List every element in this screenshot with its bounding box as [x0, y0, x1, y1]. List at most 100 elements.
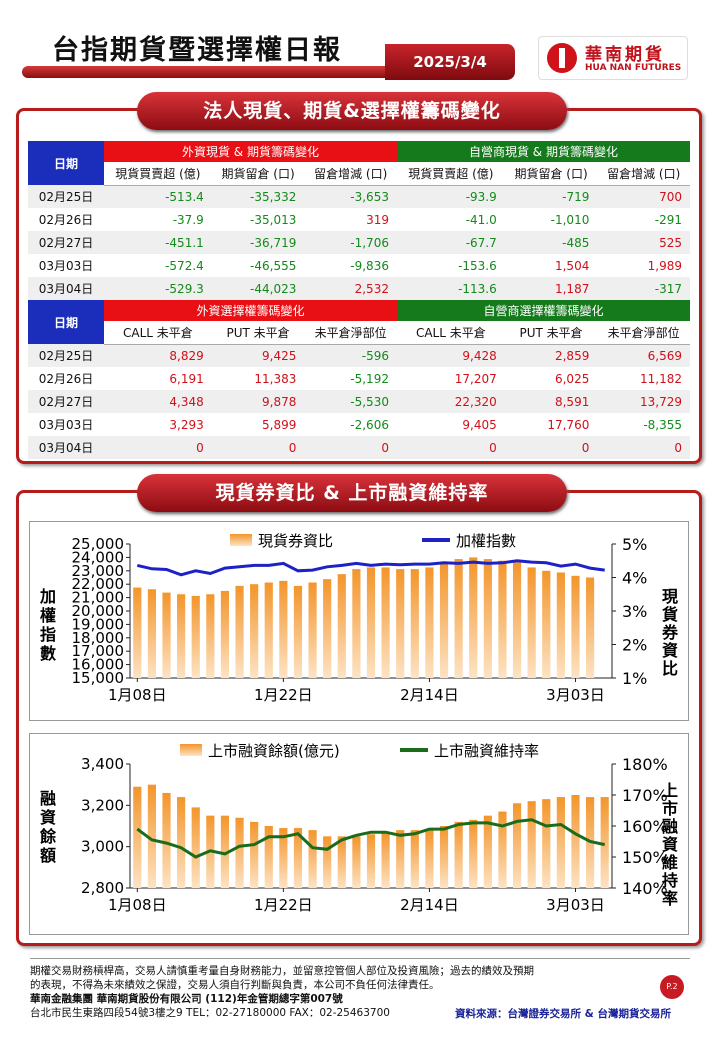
right-axis-title-char: 維 [662, 853, 678, 872]
right-tick-label: 140% [622, 879, 668, 898]
column-header: 現貨買賣超 (億) [104, 162, 212, 186]
bar [352, 836, 361, 888]
x-tick-label: 2月14日 [400, 896, 459, 914]
bar [498, 811, 507, 888]
table-cell: 319 [366, 212, 389, 227]
legend-bar-label: 現貨券資比 [258, 532, 333, 550]
table-cell: 9,405 [462, 417, 497, 432]
bar [308, 582, 317, 678]
right-axis-title-char: 資 [662, 641, 678, 660]
table-cell: 11,383 [254, 371, 297, 386]
right-tick-label: 4% [622, 569, 647, 588]
column-header: 留倉增減 (口) [304, 162, 397, 186]
disclaimer-line-2: 的表現，不得為未來績效之保證，交易人須自行判斷與負責，本公司不負任何法律責任。 [30, 979, 440, 991]
left-axis-title-char: 加 [39, 587, 56, 606]
bar [191, 595, 200, 678]
legend-line-label: 上市融資維持率 [434, 742, 539, 760]
bar [498, 560, 507, 678]
bar [162, 792, 171, 888]
bar [366, 834, 376, 888]
bar [293, 585, 303, 678]
margin-maintenance-chart-svg: 3,400 3,200 3,000 2,800 180% 170% 160% 150% 140%… [39, 742, 678, 914]
margin-balance-chart: 3,400 3,200 3,000 2,800 180% 170% 160% 150% 140%… [29, 733, 689, 935]
table-cell: 3,293 [169, 417, 204, 432]
right-tick-label: 3% [622, 602, 647, 621]
title-underline-bar [22, 66, 402, 78]
bar [264, 582, 273, 678]
left-tick-label: 16,000 [72, 656, 125, 674]
bar [439, 826, 449, 888]
right-axis-title-char: 市 [662, 799, 678, 818]
left-tick-label: 18,000 [72, 629, 125, 647]
left-tick-label: 20,000 [72, 602, 125, 620]
column-header: 未平倉淨部位 [304, 321, 397, 345]
column-header: 留倉增減 (口) [597, 162, 690, 186]
dealer-futures-header: 自營商現貨 & 期貨籌碼變化 [396, 141, 690, 162]
right-axis-title-char: 券 [661, 623, 679, 642]
table-cell: 13,729 [597, 390, 690, 413]
bar [133, 786, 142, 888]
series-line [136, 818, 606, 859]
left-tick-label: 23,000 [72, 562, 125, 580]
bar [483, 815, 492, 888]
bar [279, 580, 288, 678]
bar [454, 821, 463, 888]
table-cell: 1,187 [504, 277, 598, 300]
bar [571, 575, 580, 678]
table-cell: 0 [597, 436, 690, 459]
table-cell: -5,530 [304, 390, 397, 413]
bar [410, 569, 419, 678]
row-date: 02月25日 [28, 185, 104, 208]
company-logo: 華南期貨 HUA NAN FUTURES [538, 36, 688, 80]
left-tick-label: 15,000 [72, 669, 125, 687]
table-cell: 17,207 [454, 371, 497, 386]
bar [381, 832, 390, 888]
column-header: CALL 未平倉 [104, 321, 212, 345]
right-tick-label: 2% [622, 636, 647, 655]
table-row: 02月26日 6,191 11,383 -5,192 17,207 6,025 11,182 [28, 367, 690, 390]
table-cell: 8,829 [104, 344, 212, 367]
table-row: 03月03日 -572.4 -46,555 -9,836 -153.6 1,504 1,98… [28, 254, 690, 277]
table-cell: -719 [504, 185, 598, 208]
left-tick-label: 24,000 [72, 548, 125, 566]
left-axis-title-char: 融 [40, 789, 56, 808]
row-date: 03月04日 [28, 277, 104, 300]
bar [586, 577, 595, 678]
chips-panel: 日期 外資現貨 & 期貨籌碼變化 自營商現貨 & 期貨籌碼變化 現貨買賣超 (億… [16, 108, 702, 464]
bar [250, 821, 259, 888]
table-cell: -572.4 [165, 258, 204, 273]
table-cell: -485 [504, 231, 598, 254]
table-cell: -9,836 [350, 258, 389, 273]
bar [512, 803, 522, 888]
row-date: 02月26日 [38, 372, 94, 386]
column-header: PUT 未平倉 [211, 321, 305, 345]
right-axis-title-char: 持 [662, 871, 678, 890]
bar [323, 579, 332, 678]
left-tick-label: 2,800 [81, 879, 124, 897]
x-tick-label: 1月08日 [108, 896, 167, 914]
row-date: 02月27日 [28, 390, 104, 413]
bar [425, 567, 434, 678]
dealer-options-header: 自營商選擇權籌碼變化 [396, 300, 690, 321]
table-cell: -291 [654, 212, 682, 227]
row-date: 02月27日 [28, 231, 104, 254]
logo-name-en: HUA NAN FUTURES [585, 63, 682, 73]
table-cell: 0 [304, 436, 397, 459]
bar [162, 592, 171, 678]
column-header: 期貨留倉 (口) [211, 162, 305, 186]
table-cell: 0 [211, 436, 305, 459]
table-row: 02月25日 -513.4 -35,332 -3,653 -93.9 -719 700 [28, 185, 690, 208]
column-header: PUT 未平倉 [504, 321, 598, 345]
table-cell: -5,192 [350, 371, 389, 386]
table-row: 02月25日 8,829 9,425 -596 9,428 2,859 6,569 [28, 344, 690, 367]
table-cell: 2,859 [504, 344, 598, 367]
charts-panel: 25,000 24,000 23,000 22,000 21,000 20,000 19,0… [16, 490, 702, 946]
table-cell: 9,428 [396, 344, 505, 367]
short-margin-chart: 25,000 24,000 23,000 22,000 21,000 20,000 19,0… [29, 521, 689, 721]
company-license: 華南金融集團 華南期貨股份有限公司 (112)年金管期總字第007號 [30, 993, 343, 1005]
right-tick-label: 150% [622, 848, 668, 867]
right-tick-label: 160% [622, 817, 668, 836]
bar [600, 797, 609, 888]
left-axis-title-char: 指 [40, 625, 56, 644]
table-cell: 0 [104, 436, 212, 459]
